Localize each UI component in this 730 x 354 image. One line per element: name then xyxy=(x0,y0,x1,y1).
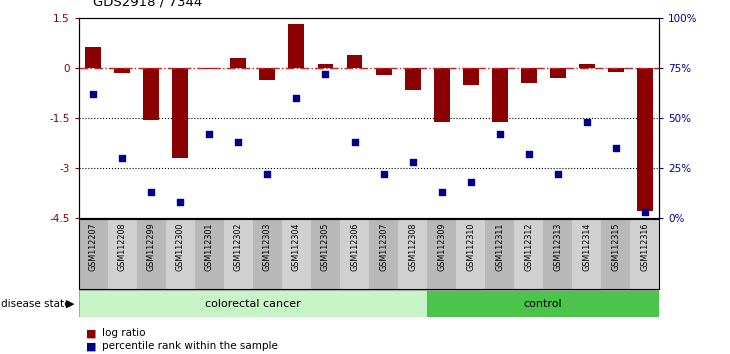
Bar xyxy=(369,219,398,289)
Bar xyxy=(602,219,630,289)
Text: GSM112315: GSM112315 xyxy=(611,222,620,271)
Bar xyxy=(630,219,659,289)
Bar xyxy=(463,68,479,85)
Point xyxy=(261,171,273,177)
Bar xyxy=(572,219,602,289)
Bar xyxy=(637,68,653,211)
Text: GSM112304: GSM112304 xyxy=(292,222,301,270)
Text: GSM112307: GSM112307 xyxy=(379,222,388,271)
Text: GSM112314: GSM112314 xyxy=(582,222,591,270)
Bar xyxy=(137,219,166,289)
Point xyxy=(233,139,245,144)
Point xyxy=(117,155,128,161)
Bar xyxy=(79,219,108,289)
Bar xyxy=(311,219,340,289)
Point xyxy=(174,199,186,205)
Point xyxy=(493,131,505,137)
Point xyxy=(349,139,361,144)
Bar xyxy=(404,68,420,90)
Bar xyxy=(115,68,131,73)
Bar xyxy=(231,58,247,68)
Bar xyxy=(224,219,253,289)
Bar xyxy=(456,219,485,289)
Point xyxy=(377,171,389,177)
Text: ■: ■ xyxy=(86,329,96,338)
Bar xyxy=(543,219,572,289)
Point xyxy=(88,91,99,97)
Text: colorectal cancer: colorectal cancer xyxy=(205,298,301,309)
Text: GSM112316: GSM112316 xyxy=(640,222,649,270)
Bar xyxy=(491,68,507,122)
Bar xyxy=(172,68,188,158)
Text: GSM112311: GSM112311 xyxy=(495,222,504,270)
Text: GSM112207: GSM112207 xyxy=(89,222,98,271)
Point xyxy=(465,179,477,184)
Text: log ratio: log ratio xyxy=(102,329,146,338)
Bar xyxy=(427,219,456,289)
Bar xyxy=(108,219,137,289)
Text: GSM112301: GSM112301 xyxy=(205,222,214,270)
Bar xyxy=(195,219,224,289)
Text: percentile rank within the sample: percentile rank within the sample xyxy=(102,341,278,351)
Point xyxy=(523,151,534,156)
Bar xyxy=(607,68,623,72)
Text: GDS2918 / 7344: GDS2918 / 7344 xyxy=(93,0,203,9)
Text: GSM112312: GSM112312 xyxy=(524,222,533,271)
Bar xyxy=(166,219,195,289)
Bar xyxy=(85,47,101,68)
Text: GSM112302: GSM112302 xyxy=(234,222,243,271)
Bar xyxy=(579,64,595,68)
Point xyxy=(436,189,447,195)
Bar xyxy=(201,68,218,69)
Text: GSM112305: GSM112305 xyxy=(321,222,330,271)
Point xyxy=(145,189,157,195)
Text: GSM112299: GSM112299 xyxy=(147,222,156,271)
Bar xyxy=(514,219,543,289)
Text: GSM112313: GSM112313 xyxy=(553,222,562,270)
Bar xyxy=(485,219,514,289)
Text: GSM112208: GSM112208 xyxy=(118,222,127,271)
Bar xyxy=(143,68,159,120)
Bar xyxy=(375,68,391,75)
Bar xyxy=(340,219,369,289)
Text: ▶: ▶ xyxy=(66,298,74,309)
FancyBboxPatch shape xyxy=(79,290,427,317)
Text: GSM112300: GSM112300 xyxy=(176,222,185,270)
Point xyxy=(291,95,302,101)
Text: GSM112308: GSM112308 xyxy=(408,222,417,270)
Text: GSM112309: GSM112309 xyxy=(437,222,446,271)
Bar xyxy=(288,24,304,68)
Point xyxy=(320,71,331,76)
Point xyxy=(407,159,418,165)
Bar xyxy=(282,219,311,289)
Point xyxy=(204,131,215,137)
Text: GSM112310: GSM112310 xyxy=(466,222,475,270)
Bar xyxy=(550,68,566,78)
Bar xyxy=(520,68,537,83)
Point xyxy=(552,171,564,177)
Text: GSM112306: GSM112306 xyxy=(350,222,359,270)
Text: GSM112303: GSM112303 xyxy=(263,222,272,270)
Point xyxy=(610,145,621,150)
Bar xyxy=(347,55,363,68)
Bar xyxy=(434,68,450,122)
Bar xyxy=(318,64,334,68)
Text: control: control xyxy=(524,298,562,309)
FancyBboxPatch shape xyxy=(427,290,659,317)
Bar xyxy=(398,219,427,289)
Bar xyxy=(259,68,275,80)
Point xyxy=(639,209,650,215)
Point xyxy=(581,119,593,125)
Bar xyxy=(253,219,282,289)
Text: disease state: disease state xyxy=(1,298,71,309)
Text: ■: ■ xyxy=(86,341,96,351)
